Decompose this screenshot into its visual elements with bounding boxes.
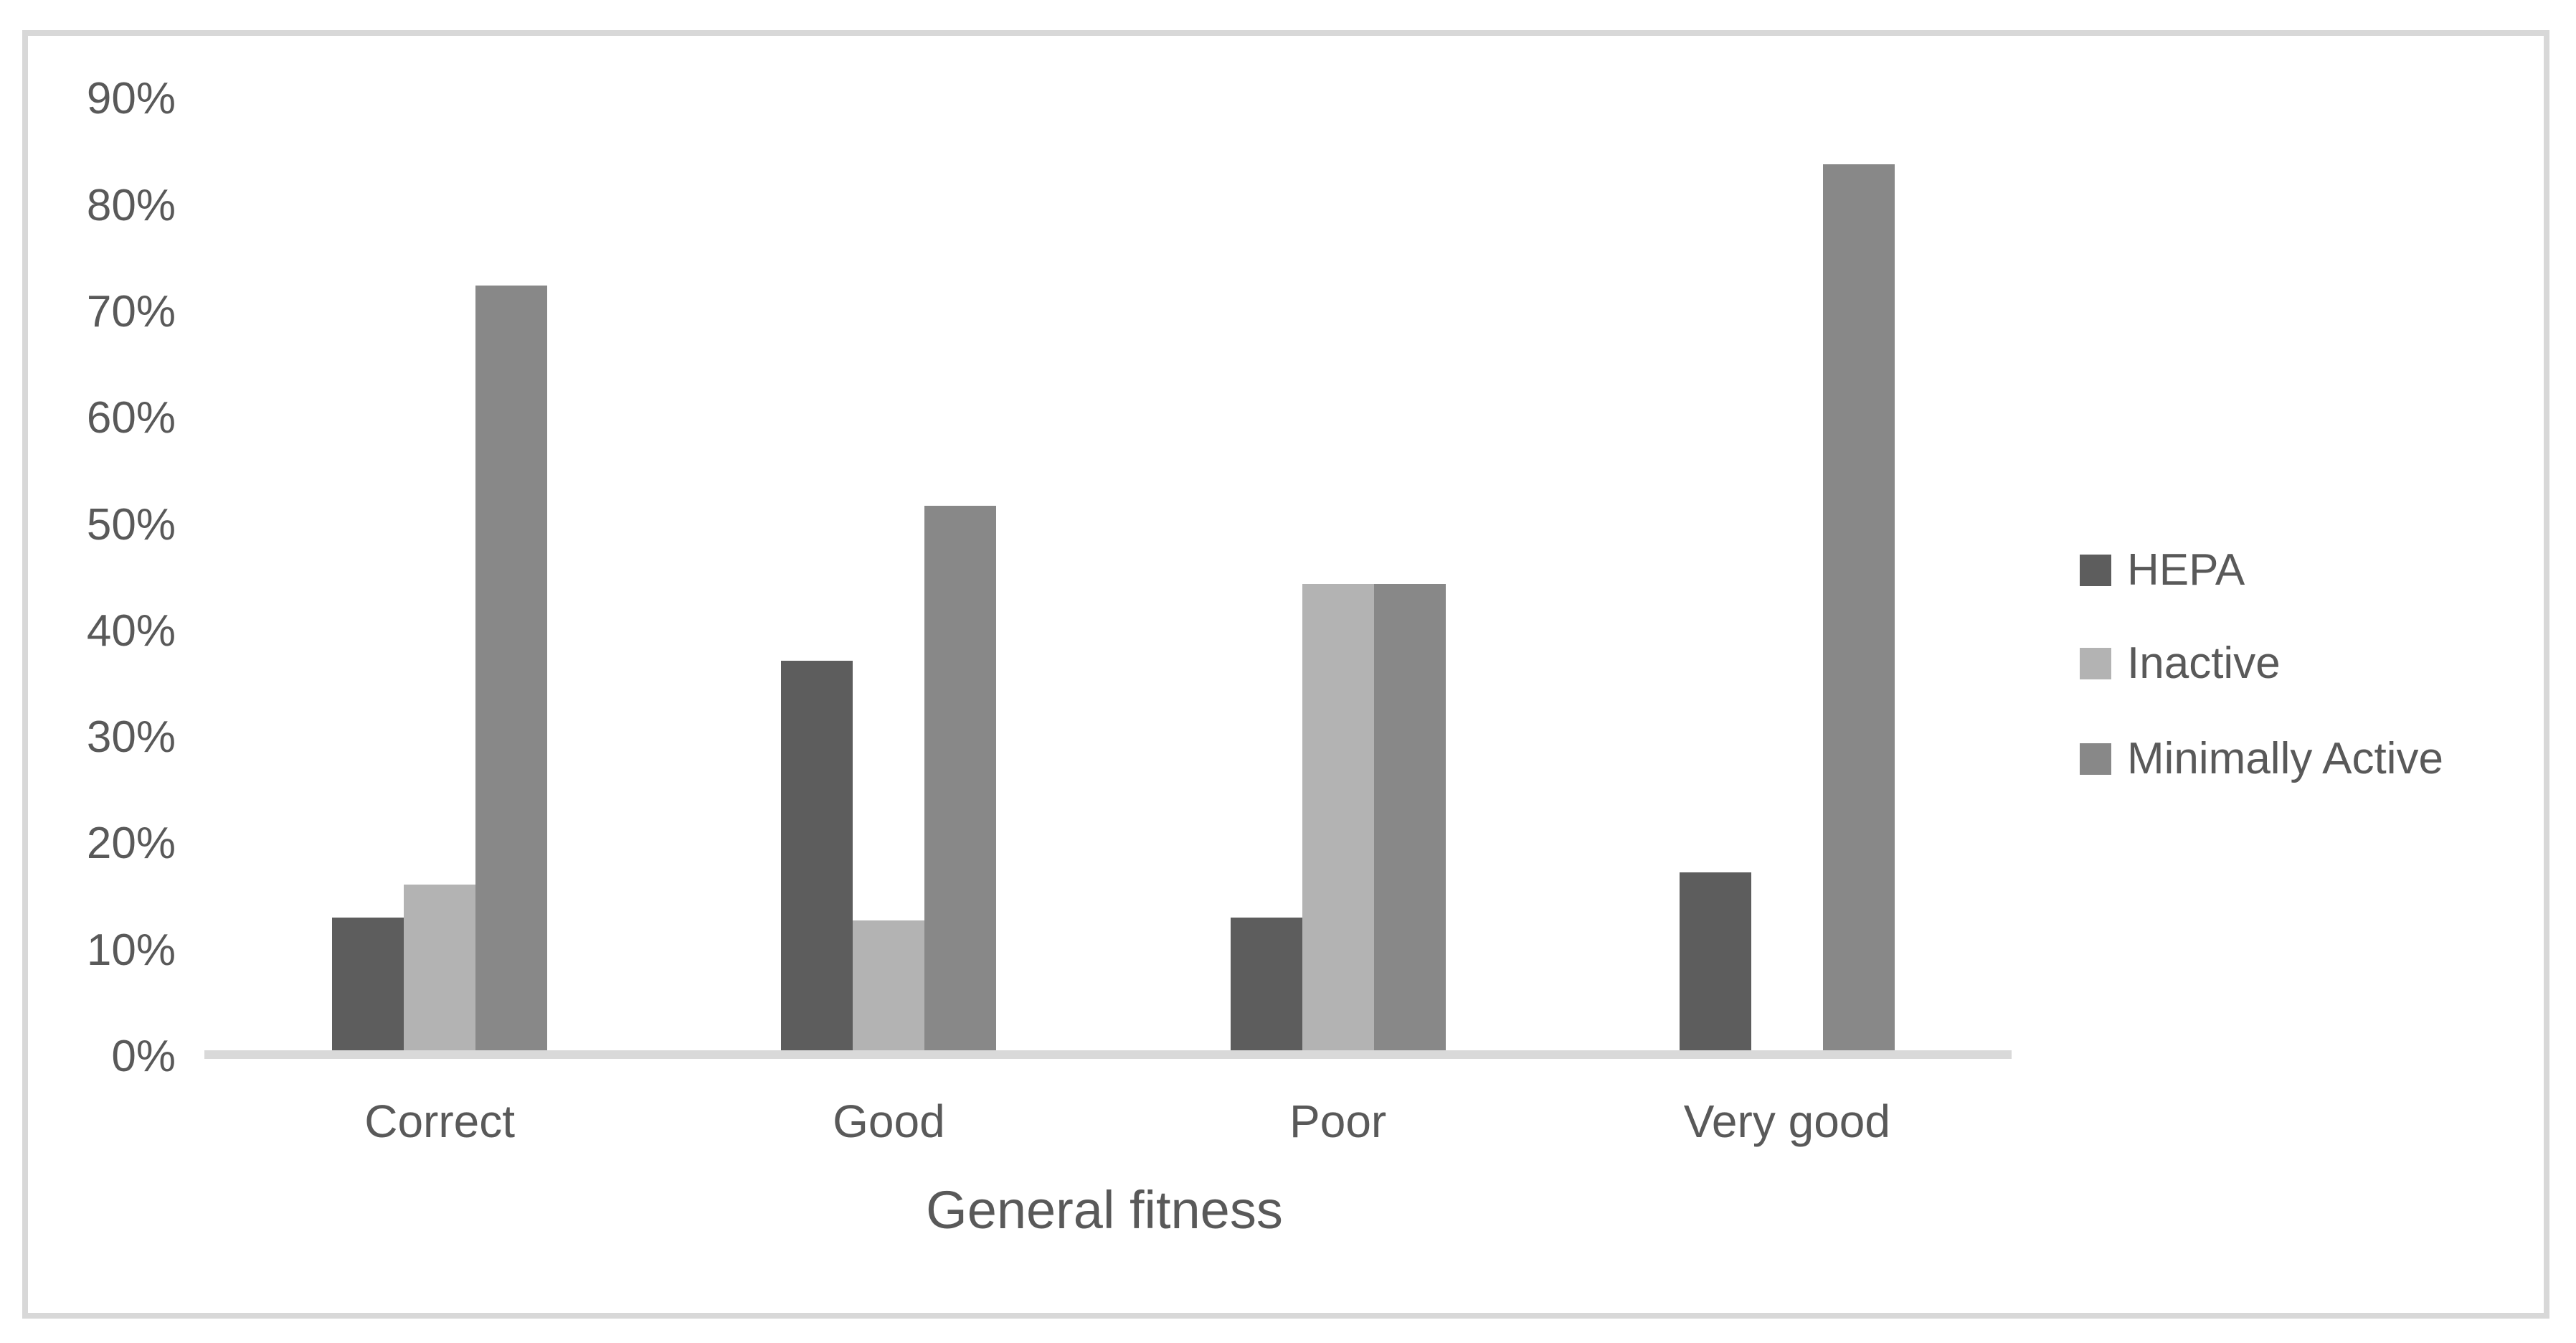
bar-minimally-active-poor <box>1373 584 1446 1050</box>
legend-label-inactive: Inactive <box>2127 638 2281 688</box>
x-axis-category-label-very-good: Very good <box>1683 1095 1890 1147</box>
bar-hepa-very-good <box>1679 872 1751 1050</box>
legend-label-hepa: HEPA <box>2127 545 2245 595</box>
bar-hepa-good <box>781 661 853 1050</box>
bar-hepa-correct <box>332 917 404 1050</box>
x-axis-line <box>204 1050 2012 1059</box>
y-axis-tick-label-10: 10% <box>86 925 176 975</box>
y-axis-tick-label-50: 50% <box>86 499 176 550</box>
y-axis-tick-label-80: 80% <box>86 180 176 230</box>
y-axis-tick-label-40: 40% <box>86 605 176 656</box>
x-axis-category-label-poor: Poor <box>1289 1095 1387 1147</box>
bar-inactive-poor <box>1302 584 1374 1050</box>
bar-minimally-active-very-good <box>1822 164 1895 1050</box>
y-axis-tick-label-0: 0% <box>111 1032 176 1081</box>
bar-inactive-correct <box>404 884 476 1050</box>
y-axis-tick-label-60: 60% <box>86 393 176 443</box>
x-axis-category-label-good: Good <box>833 1095 945 1147</box>
y-axis-tick-label-90: 90% <box>86 74 176 124</box>
y-axis-tick-label-20: 20% <box>86 819 176 869</box>
chart-frame <box>22 30 2549 1319</box>
bar-minimally-active-correct <box>475 285 548 1050</box>
bar-hepa-poor <box>1230 917 1302 1050</box>
legend-label-minimally-active: Minimally Active <box>2127 734 2443 783</box>
x-axis-title: General fitness <box>926 1180 1283 1240</box>
y-axis-tick-label-30: 30% <box>86 712 176 763</box>
legend-swatch-hepa <box>2080 555 2111 586</box>
bar-minimally-active-good <box>924 505 997 1050</box>
x-axis-category-label-correct: Correct <box>364 1095 516 1147</box>
bar-inactive-good <box>853 920 925 1050</box>
y-axis-tick-label-70: 70% <box>86 286 176 336</box>
legend-swatch-minimally-active <box>2080 743 2111 775</box>
legend-swatch-inactive <box>2080 648 2111 679</box>
